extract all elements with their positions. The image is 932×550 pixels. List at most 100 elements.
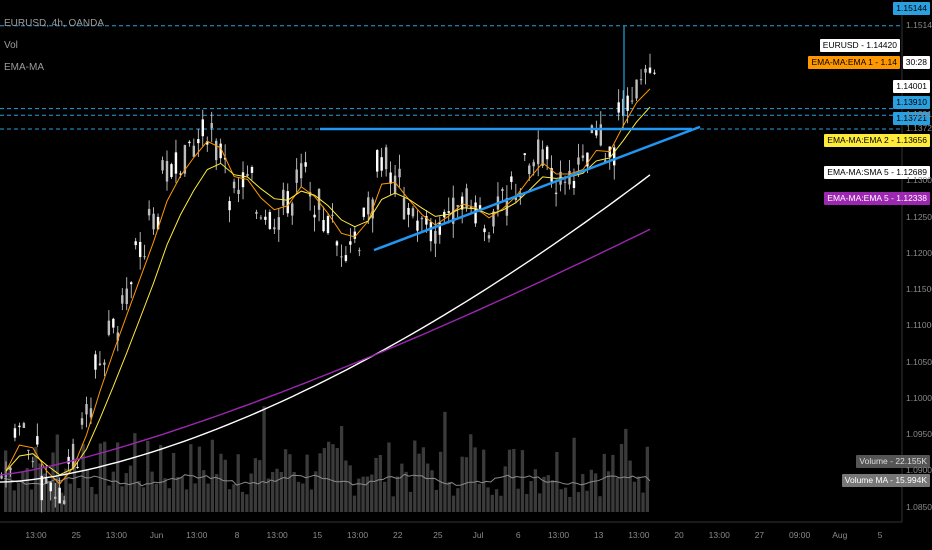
- candle-body: [156, 216, 160, 230]
- x-tick-label: 13:00: [266, 530, 288, 540]
- ema2-line: [5, 106, 651, 476]
- candle-body: [456, 205, 459, 207]
- candle-body: [411, 208, 415, 217]
- volume-bar: [206, 483, 210, 512]
- volume-bar: [210, 439, 215, 512]
- sma5-line: [0, 174, 651, 483]
- volume-bar: [443, 411, 447, 512]
- candle-body: [626, 95, 629, 111]
- volume-bar: [400, 463, 404, 512]
- candle-body: [71, 443, 75, 469]
- candle-body: [121, 295, 124, 304]
- volume-bar: [533, 469, 538, 512]
- volume-bar: [494, 489, 499, 512]
- candle-body: [313, 214, 316, 218]
- candle-body: [326, 216, 330, 234]
- x-tick-label: 13:00: [628, 530, 650, 540]
- x-tick-label: 27: [754, 530, 765, 540]
- candle-body: [58, 487, 61, 504]
- volume-bar: [322, 448, 326, 512]
- volume-bar: [301, 483, 305, 512]
- volume-bar: [16, 483, 21, 512]
- volume-bar: [331, 444, 335, 512]
- volume-bar: [581, 474, 585, 512]
- volume-bar: [632, 481, 637, 512]
- volume-bar: [227, 489, 232, 512]
- candle-body: [349, 241, 352, 245]
- level-tag-2: 1.13910: [893, 96, 930, 109]
- candle-body: [648, 67, 652, 73]
- candle-body: [250, 167, 254, 173]
- x-tick-label: 13: [593, 530, 604, 540]
- indicator-ema-ma-label[interactable]: EMA-MA: [4, 62, 44, 73]
- candle-body: [206, 141, 209, 145]
- x-tick-label: 09:00: [788, 530, 811, 540]
- candle-body: [94, 354, 97, 370]
- x-tick-label: 13:00: [708, 530, 730, 540]
- candle-body: [384, 147, 388, 170]
- volume-bar: [477, 483, 482, 512]
- candle-body: [210, 123, 213, 129]
- candle-body: [45, 478, 48, 484]
- volume-bar: [637, 476, 641, 512]
- candle-body: [358, 250, 361, 252]
- volume-bar: [8, 465, 12, 512]
- candle-body: [27, 449, 30, 451]
- candle-body: [36, 436, 39, 445]
- volume-bar: [202, 470, 206, 512]
- countdown-tag: 30:28: [902, 56, 930, 69]
- volume-bar: [507, 449, 512, 512]
- volume-bar: [339, 425, 344, 512]
- candle-body: [586, 152, 589, 167]
- candle-body: [273, 227, 276, 230]
- candle-body: [572, 180, 576, 188]
- support-trendline: [373, 125, 701, 252]
- indicator-vol-label[interactable]: Vol: [4, 40, 18, 51]
- volume-bar: [395, 476, 400, 512]
- volume-bar: [365, 476, 370, 512]
- volume-bar: [520, 450, 525, 512]
- candle-body: [344, 255, 348, 261]
- candle-body: [630, 100, 634, 102]
- volume-bar: [309, 489, 314, 512]
- volume-bar: [434, 489, 438, 512]
- volume-bar: [382, 481, 387, 512]
- volume-bar: [120, 486, 124, 512]
- volume-bar: [283, 449, 288, 512]
- candle-body: [49, 482, 52, 492]
- candle-body: [259, 217, 263, 219]
- candle-body: [89, 408, 93, 418]
- volume-bar: [314, 471, 318, 512]
- volume-bar: [585, 490, 589, 512]
- candle-body: [599, 124, 603, 146]
- volume-bar: [64, 468, 68, 512]
- y-tick-label: 1.12500: [906, 211, 932, 222]
- volume-bar: [184, 489, 189, 512]
- candle-body: [389, 172, 392, 184]
- volume-bar: [611, 454, 615, 512]
- volume-bar: [81, 443, 85, 512]
- candle-body: [53, 496, 57, 499]
- candle-body: [67, 456, 70, 464]
- candle-body: [425, 216, 428, 225]
- candle-body: [322, 219, 325, 232]
- x-tick-label: 15: [312, 530, 323, 540]
- volume-bar: [275, 468, 279, 512]
- volume-bar: [370, 474, 374, 512]
- candle-body: [483, 228, 486, 233]
- volume-bar: [236, 454, 240, 512]
- candle-body: [134, 241, 137, 246]
- volume-bar: [176, 476, 180, 512]
- candle-body: [9, 467, 12, 471]
- volume-bar: [572, 437, 576, 512]
- candle-body: [268, 212, 272, 229]
- volume-bar: [154, 483, 159, 512]
- ema2-tag: EMA-MA:EMA 2 - 1.13656: [824, 134, 930, 147]
- volume-bar: [219, 453, 223, 512]
- volume-bar: [137, 480, 141, 512]
- candle-body: [523, 153, 526, 156]
- candle-body: [282, 189, 285, 206]
- volume-bar: [305, 454, 309, 512]
- volume-bar: [193, 483, 197, 512]
